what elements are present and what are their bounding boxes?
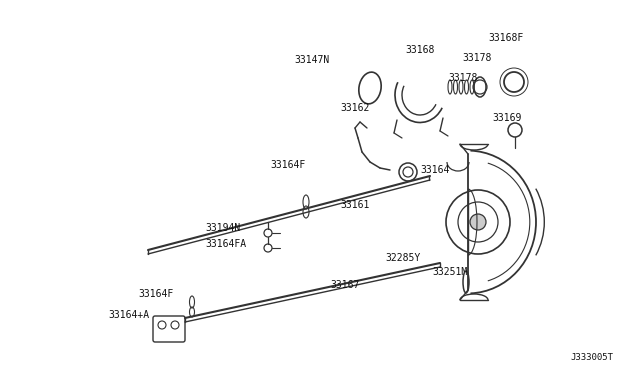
Text: 32285Y: 32285Y (385, 253, 420, 263)
Text: 33178: 33178 (448, 73, 477, 83)
Text: 33251M: 33251M (432, 267, 467, 277)
Text: 33164F: 33164F (270, 160, 305, 170)
Text: 33164: 33164 (420, 165, 449, 175)
Text: J333005T: J333005T (570, 353, 613, 362)
Text: 33169: 33169 (492, 113, 522, 123)
Circle shape (470, 214, 486, 230)
Text: 33194N: 33194N (205, 223, 240, 233)
Text: 33178: 33178 (462, 53, 492, 63)
Text: 33147N: 33147N (295, 55, 330, 65)
Text: 33167: 33167 (330, 280, 360, 290)
Text: 33168: 33168 (405, 45, 435, 55)
Text: 33162: 33162 (340, 103, 369, 113)
Text: 33168F: 33168F (488, 33, 524, 43)
Text: 33164+A: 33164+A (108, 310, 149, 320)
Text: 33164F: 33164F (138, 289, 173, 299)
Text: 33161: 33161 (340, 200, 369, 210)
Text: 33164FA: 33164FA (205, 239, 246, 249)
